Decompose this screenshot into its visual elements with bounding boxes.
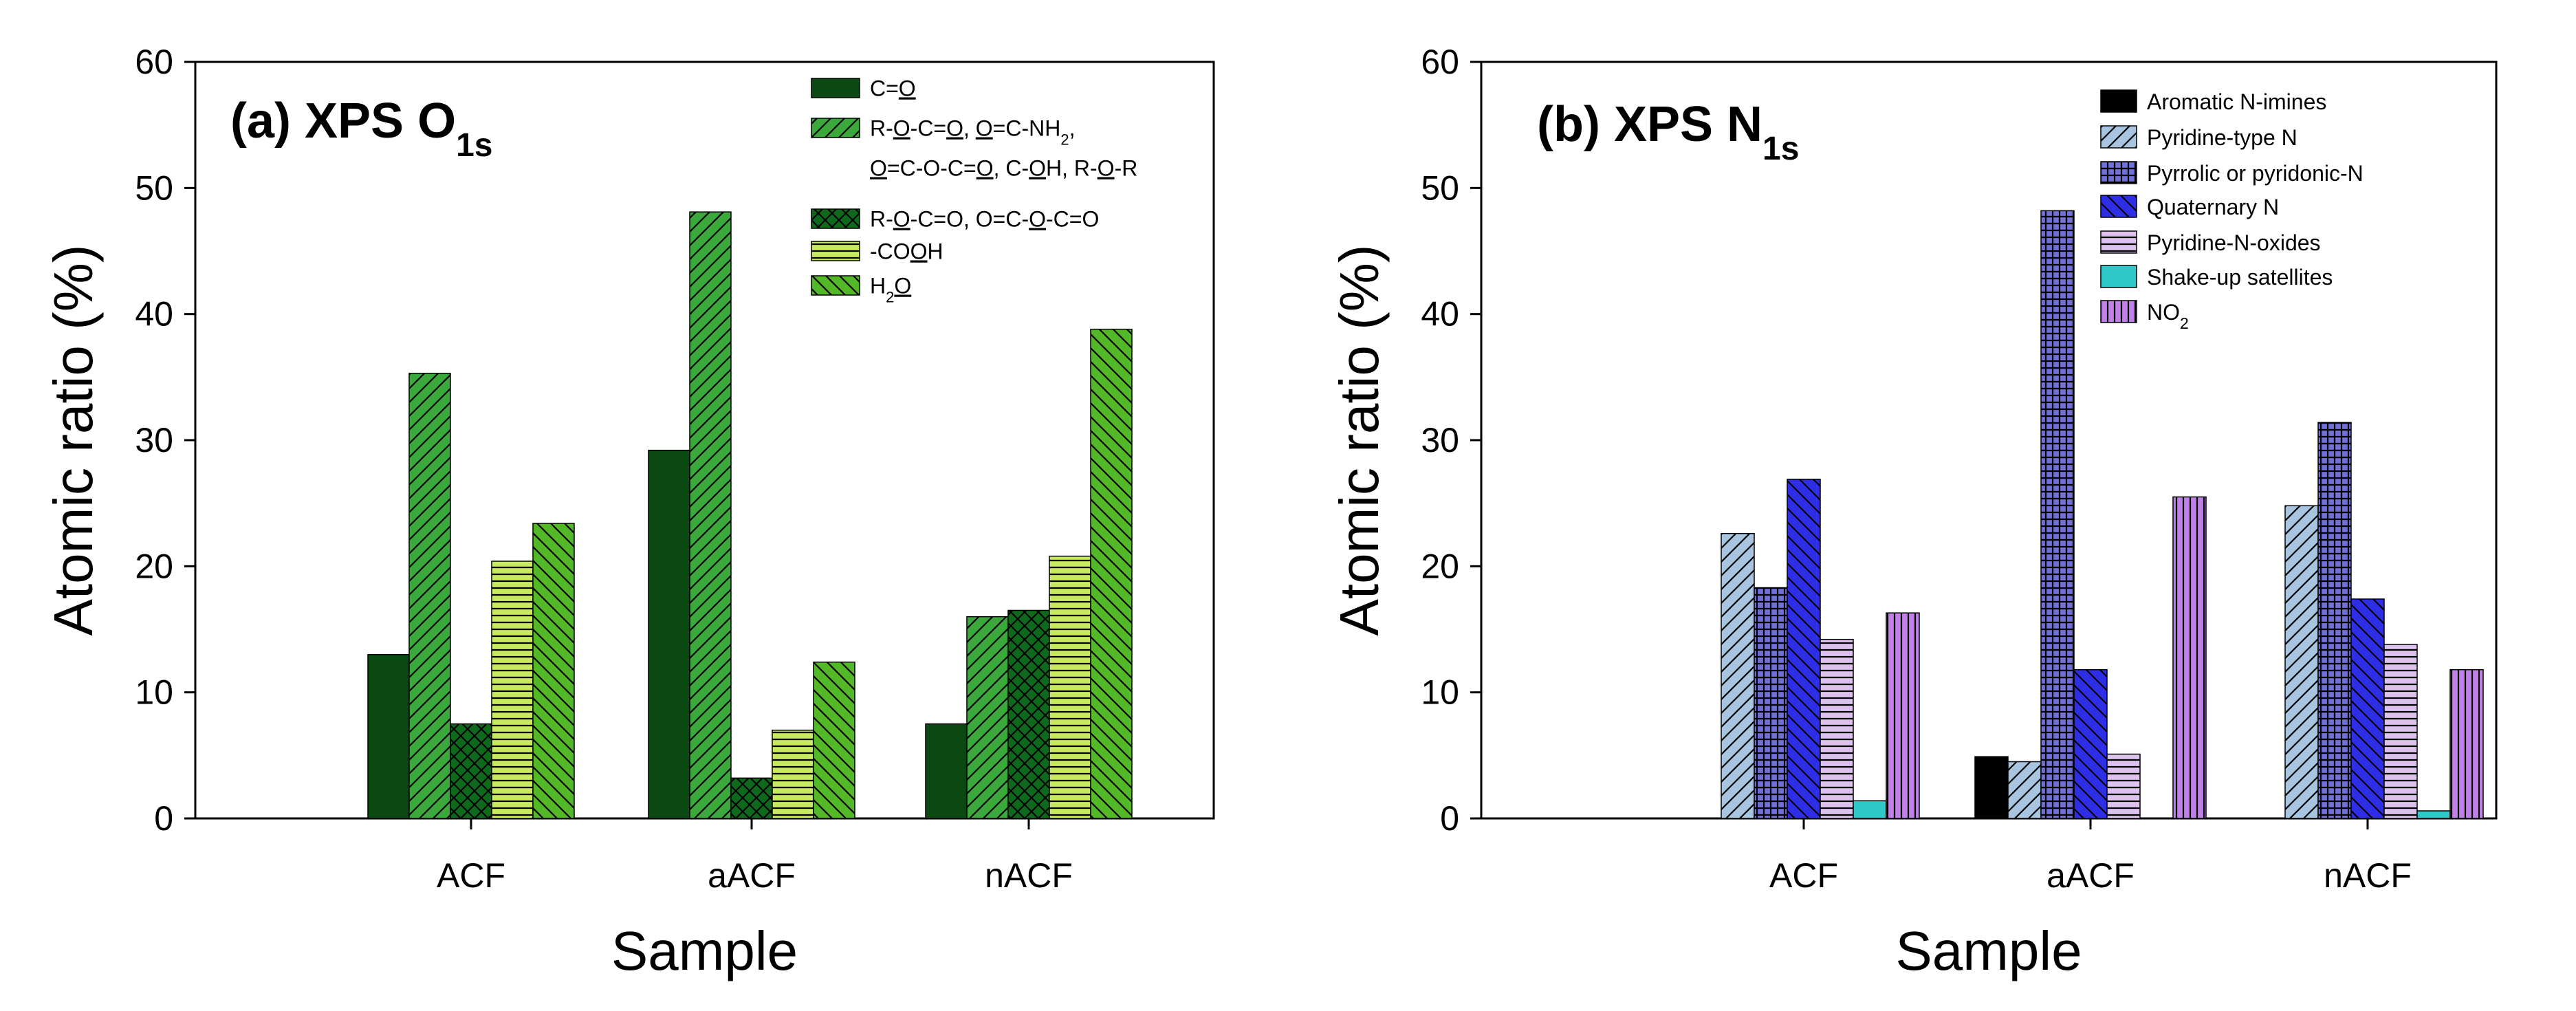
legend-label-1: Aromatic N-imines: [2147, 89, 2326, 114]
legend-swatch-5: [2100, 230, 2137, 254]
panel-title: (b) XPS N1s: [1537, 97, 1799, 167]
y-tick-label: 0: [1440, 799, 1459, 838]
panel-title: (a) XPS O1s: [230, 94, 492, 164]
legend-label-6: Shake-up satellites: [2147, 265, 2333, 290]
panel-b-chart: 0 10 20 30 40 50 60 ACF aACF nACF Sample Atomic rat…: [1329, 43, 2498, 981]
bar-nacf-series-3: [2317, 422, 2352, 819]
bar-acf-series-7: [1886, 612, 1920, 819]
bar-acf-series-2: [408, 373, 451, 819]
bar-acf-series-4: [1787, 479, 1821, 819]
x-axis-title: Sample: [611, 920, 798, 981]
bar-nacf-series-1: [925, 723, 968, 819]
legend-swatch-1: [2100, 89, 2137, 113]
legend-label-7: NO2: [2147, 300, 2189, 332]
x-tick-label-acf: ACF: [1769, 856, 1838, 895]
y-tick-label: 30: [135, 421, 173, 459]
bar-nacf-series-2: [966, 616, 1009, 819]
bar-aacf-series-3: [730, 777, 773, 819]
legend-swatch-2: [811, 118, 860, 138]
legend: Aromatic N-imines Pyridine-type N Pyrrolic…: [2100, 89, 2364, 332]
bar-aacf-series-2: [2007, 761, 2042, 819]
legend-label-2: Pyridine-type N: [2147, 125, 2297, 150]
legend-label-3: R-O-C=O, O=C-O-C=O: [870, 207, 1099, 232]
bar-aacf-series-2: [689, 211, 732, 819]
x-axis-title: Sample: [1895, 920, 2082, 981]
legend-swatch-3: [2100, 161, 2137, 184]
panel-a-chart: 0 10 20 30 40 50 60 ACF aACF nACF Sample Atomic rat…: [43, 43, 1215, 981]
x-tick-label-nacf: nACF: [985, 856, 1073, 895]
panel-title-subscript: 1s: [456, 127, 492, 164]
bar-aacf-series-3: [2040, 210, 2075, 819]
legend-label-3: Pyrrolic or pyridonic-N: [2147, 161, 2364, 186]
x-tick-label-nacf: nACF: [2324, 856, 2412, 895]
bar-acf-series-3: [1754, 587, 1788, 819]
bar-acf-series-4: [491, 561, 534, 819]
bar-nacf-series-7: [2449, 668, 2484, 819]
legend-label-4: -COOH: [870, 239, 943, 264]
y-tick-label: 10: [1421, 673, 1459, 712]
bar-aacf-series-4: [2073, 668, 2108, 819]
legend-swatch-1: [811, 78, 860, 98]
bar-aacf-series-5: [813, 661, 855, 819]
bar-nacf-series-6: [2416, 810, 2451, 819]
y-axis-title: Atomic ratio (%): [43, 245, 104, 636]
legend-swatch-4: [2100, 195, 2137, 218]
panel-title-main: (b) XPS N: [1537, 97, 1762, 152]
y-tick-label: 40: [135, 295, 173, 334]
legend-label-2-line-2: O=C-O-C=O, C-OH, R-O-R: [870, 156, 1137, 181]
legend-label-2-line-1: R-O-C=O, O=C-NH2,: [870, 116, 1075, 149]
bar-nacf-series-4: [1049, 555, 1091, 819]
legend-label-5: Pyridine-N-oxides: [2147, 230, 2321, 255]
bar-nacf-series-4: [2350, 598, 2385, 819]
legend-label-4: Quaternary N: [2147, 195, 2279, 219]
legend-label-5: H2O: [870, 274, 911, 306]
y-tick-label: 50: [1421, 168, 1459, 207]
legend: C=O R-O-C=O, O=C-NH2, O=C-O-C=O, C-OH, R-O…: [811, 76, 1137, 306]
legend-label-1: C=O: [870, 76, 916, 101]
panel-title-subscript: 1s: [1762, 131, 1799, 167]
legend-swatch-4: [811, 241, 860, 261]
y-tick-label: 0: [154, 799, 173, 838]
y-tick-label: 10: [135, 673, 173, 712]
bar-aacf-series-1: [1974, 756, 2009, 819]
bar-acf-series-5: [532, 523, 575, 819]
bar-aacf-series-1: [648, 449, 690, 819]
bar-nacf-series-3: [1007, 609, 1050, 819]
bar-nacf-series-5: [1090, 328, 1133, 819]
legend-swatch-5: [811, 275, 860, 296]
y-axis-title: Atomic ratio (%): [1329, 245, 1390, 636]
legend-swatch-3: [811, 208, 860, 229]
bar-nacf-series-2: [2284, 505, 2319, 819]
bar-acf-series-6: [1853, 800, 1887, 819]
panel-title-main: (a) XPS O: [230, 94, 456, 149]
x-tick-label-aacf: aACF: [708, 856, 796, 895]
x-tick-label-aacf: aACF: [2046, 856, 2135, 895]
legend-swatch-6: [2100, 265, 2137, 288]
bar-aacf-series-5: [2106, 753, 2141, 819]
legend-swatch-2: [2100, 125, 2137, 149]
y-tick-label: 20: [135, 547, 173, 585]
bar-acf-series-5: [1820, 638, 1854, 819]
bar-acf-series-1: [367, 653, 410, 819]
x-tick-label-acf: ACF: [437, 856, 505, 895]
y-tick-label: 20: [1421, 547, 1459, 585]
legend-swatch-7: [2100, 300, 2137, 323]
bar-acf-series-3: [450, 723, 492, 819]
bar-nacf-series-5: [2383, 644, 2418, 819]
bar-aacf-series-7: [2172, 496, 2207, 819]
y-tick-label: 40: [1421, 295, 1459, 334]
bar-aacf-series-4: [772, 729, 814, 819]
bar-acf-series-2: [1721, 532, 1755, 819]
y-tick-label: 60: [1421, 43, 1459, 81]
y-tick-label: 50: [135, 168, 173, 207]
y-tick-label: 30: [1421, 421, 1459, 459]
y-tick-label: 60: [135, 43, 173, 81]
